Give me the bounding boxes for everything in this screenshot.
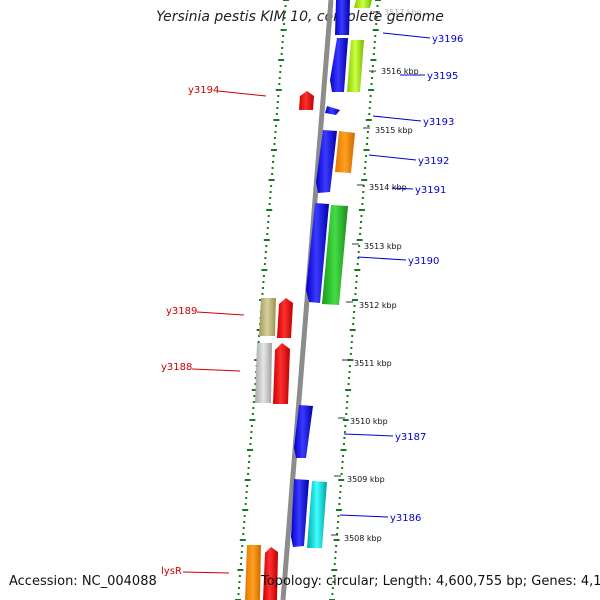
gene-arrow-y3187-blue: [294, 405, 313, 458]
gene-label-y3196: y3196: [432, 34, 463, 45]
kbp-label-3516: 3516 kbp: [381, 67, 419, 76]
gene-arrow-y3192-blue: [316, 130, 337, 193]
gene-label-y3194: y3194: [188, 85, 219, 96]
gene-arrow-y3195-blue: [330, 38, 348, 92]
gene-arrow-y3189-khaki: [259, 298, 276, 336]
gene-arrow-y3189-red: [277, 298, 293, 338]
reverse-genes: [245, 91, 314, 600]
gene-arrow-y3190-blue: [306, 203, 329, 303]
kbp-label-3513: 3513 kbp: [364, 242, 402, 251]
gene-arrow-y3190-green: [322, 205, 348, 305]
gene-label-y3188: y3188: [161, 362, 192, 373]
kbp-scale: 3517 kbp 3516 kbp 3515 kbp 3514 kbp 3513…: [331, 8, 422, 543]
genome-backbone: [280, 0, 334, 600]
gene-arrow-y3196-lime: [354, 0, 372, 8]
gene-arrow-y3188-red: [273, 343, 290, 404]
gene-label-y3189: y3189: [166, 306, 197, 317]
gene-label-y3187: y3187: [395, 432, 426, 443]
accession-text: Accession: NC_004088: [9, 574, 157, 589]
reverse-gene-labels: y3194 y3189 y3188 lysR: [161, 85, 267, 577]
kbp-label-3510: 3510 kbp: [350, 417, 388, 426]
forward-gene-labels: y3196 y3195 y3193 y3192 y3191 y3190 y318…: [339, 32, 463, 524]
gene-arrow-y3196-blue: [335, 0, 350, 35]
gene-label-y3193: y3193: [423, 117, 454, 128]
gene-arrow-y3195-lime: [347, 40, 364, 92]
gene-arrow-lysR-orange: [245, 545, 261, 600]
gene-arrow-lysR-red: [263, 547, 278, 600]
gene-arrow-y3193-blue: [325, 106, 340, 115]
gene-label-y3195: y3195: [427, 71, 458, 82]
gene-label-y3192: y3192: [418, 156, 449, 167]
gene-arrow-y3188-gray: [255, 343, 272, 403]
gene-arrow-y3186-blue: [291, 479, 309, 547]
kbp-label-3512: 3512 kbp: [359, 301, 397, 310]
gene-label-y3191: y3191: [415, 185, 446, 196]
kbp-label-3517: 3517 kbp: [384, 8, 422, 17]
forward-genes: [291, 0, 372, 548]
outer-tick-ring: [329, 0, 381, 600]
kbp-label-3511: 3511 kbp: [354, 359, 392, 368]
gene-arrow-y3192-orange: [335, 131, 355, 173]
gene-arrow-y3186-cyan: [307, 481, 327, 548]
kbp-label-3515: 3515 kbp: [375, 126, 413, 135]
gene-label-lysR: lysR: [161, 566, 182, 577]
gene-label-y3190: y3190: [408, 256, 439, 267]
kbp-label-3508: 3508 kbp: [344, 534, 382, 543]
gene-label-y3186: y3186: [390, 513, 421, 524]
genome-summary-text: Topology: circular; Length: 4,600,755 bp…: [261, 574, 600, 589]
genome-title: Yersinia pestis KIM 10, complete genome: [156, 9, 444, 25]
kbp-label-3509: 3509 kbp: [347, 475, 385, 484]
gene-arrow-y3194-red: [299, 91, 314, 110]
kbp-label-3514: 3514 kbp: [369, 183, 407, 192]
